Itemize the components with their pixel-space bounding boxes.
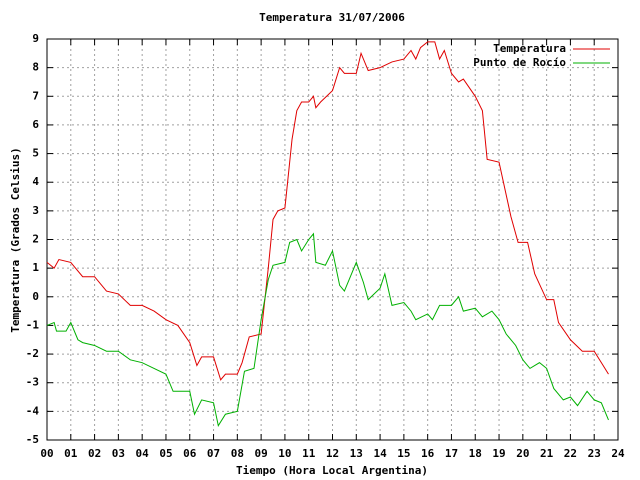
x-tick-label: 16 — [421, 447, 435, 460]
x-tick-label: 20 — [516, 447, 529, 460]
x-tick-label: 09 — [255, 447, 268, 460]
x-tick-label: 14 — [373, 447, 387, 460]
y-tick-label: -1 — [26, 318, 40, 331]
x-tick-label: 11 — [302, 447, 316, 460]
x-tick-label: 18 — [469, 447, 482, 460]
y-tick-label: 4 — [32, 175, 39, 188]
x-tick-label: 24 — [611, 447, 625, 460]
legend-label: Temperatura — [493, 42, 566, 55]
legend-label: Punto de Rocío — [473, 56, 566, 69]
y-tick-label: 8 — [32, 61, 39, 74]
y-tick-label: 2 — [32, 233, 39, 246]
x-tick-label: 15 — [397, 447, 410, 460]
x-tick-label: 12 — [326, 447, 339, 460]
y-tick-label: 9 — [32, 32, 39, 45]
y-tick-label: 1 — [32, 261, 39, 274]
y-tick-label: -2 — [26, 347, 39, 360]
chart-title: Temperatura 31/07/2006 — [259, 11, 405, 24]
y-tick-label: 3 — [32, 204, 39, 217]
y-tick-label: -4 — [26, 404, 40, 417]
data-line — [46, 41, 609, 381]
x-tick-label: 23 — [588, 447, 601, 460]
y-tick-label: 0 — [32, 290, 39, 303]
x-tick-label: 19 — [492, 447, 505, 460]
y-tick-label: 6 — [32, 118, 39, 131]
y-tick-label: 5 — [32, 147, 39, 160]
x-tick-label: 10 — [278, 447, 291, 460]
x-tick-label: 03 — [112, 447, 125, 460]
y-tick-label: -5 — [26, 433, 39, 446]
x-tick-label: 21 — [540, 447, 554, 460]
x-tick-label: 22 — [564, 447, 577, 460]
x-tick-label: 05 — [159, 447, 172, 460]
x-tick-label: 06 — [183, 447, 197, 460]
data-line — [46, 232, 609, 428]
x-tick-label: 04 — [136, 447, 150, 460]
y-tick-label: -3 — [26, 376, 39, 389]
x-tick-label: 17 — [445, 447, 458, 460]
x-tick-label: 01 — [64, 447, 78, 460]
x-axis-label: Tiempo (Hora Local Argentina) — [236, 464, 428, 477]
x-tick-label: 07 — [207, 447, 220, 460]
y-tick-label: 7 — [32, 89, 39, 102]
x-tick-label: 08 — [231, 447, 244, 460]
x-tick-label: 02 — [88, 447, 101, 460]
y-axis-label: Temperatura (Grados Celsius) — [9, 147, 22, 332]
plot-frame — [46, 38, 619, 441]
x-tick-label: 13 — [350, 447, 363, 460]
x-tick-label: 00 — [40, 447, 53, 460]
